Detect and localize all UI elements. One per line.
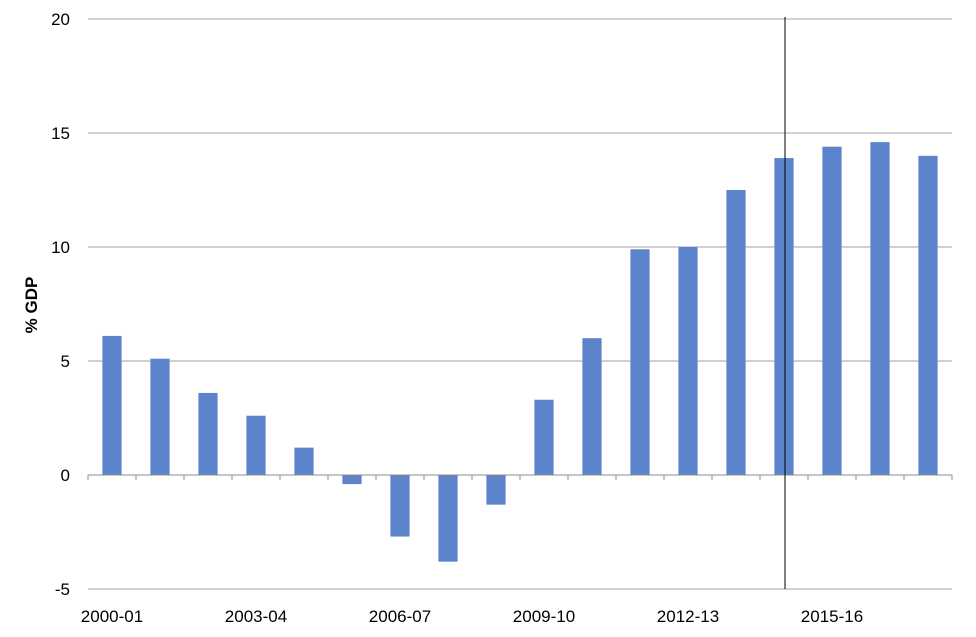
y-tick-label: -5 [55, 580, 70, 599]
bar-2001-02 [150, 358, 170, 475]
bar-2016-17 [870, 142, 890, 475]
bar-2005-06 [342, 475, 362, 485]
x-tick-label: 2012-13 [657, 607, 719, 626]
gridlines [88, 18, 952, 590]
bar-2009-10 [534, 399, 554, 475]
y-tick-label: 15 [51, 124, 70, 143]
y-tick-label: 5 [61, 352, 70, 371]
x-tick-label: 2015-16 [801, 607, 863, 626]
x-tick-label: 2006-07 [369, 607, 431, 626]
bar-2000-01 [102, 335, 122, 475]
bar-2003-04 [246, 415, 266, 475]
bar-2013-14 [726, 190, 746, 475]
bar-2002-03 [198, 392, 218, 475]
bar-2011-12 [630, 249, 650, 475]
axes [87, 474, 953, 480]
bar-2008-09 [486, 475, 506, 505]
y-tick-labels: -5 0 5 10 15 20 [51, 10, 70, 599]
y-tick-label: 10 [51, 238, 70, 257]
bar-2015-16 [822, 146, 842, 475]
bar-2004-05 [294, 447, 314, 475]
bar-2014-15 [774, 158, 794, 475]
y-tick-label: 0 [61, 466, 70, 485]
x-tick-label: 2000-01 [81, 607, 143, 626]
x-tick-label: 2009-10 [513, 607, 575, 626]
bar-2006-07 [390, 475, 410, 537]
y-axis-title: % GDP [22, 277, 41, 334]
y-tick-label: 20 [51, 10, 70, 29]
bar-2007-08 [438, 475, 458, 562]
x-tick-labels: 2000-01 2003-04 2006-07 2009-10 2012-13 2015-… [81, 607, 863, 626]
bar-2012-13 [678, 247, 698, 475]
x-tick-label: 2003-04 [225, 607, 287, 626]
bar-2010-11 [582, 338, 602, 475]
bar-2017-18 [918, 155, 938, 476]
bars [102, 142, 938, 562]
